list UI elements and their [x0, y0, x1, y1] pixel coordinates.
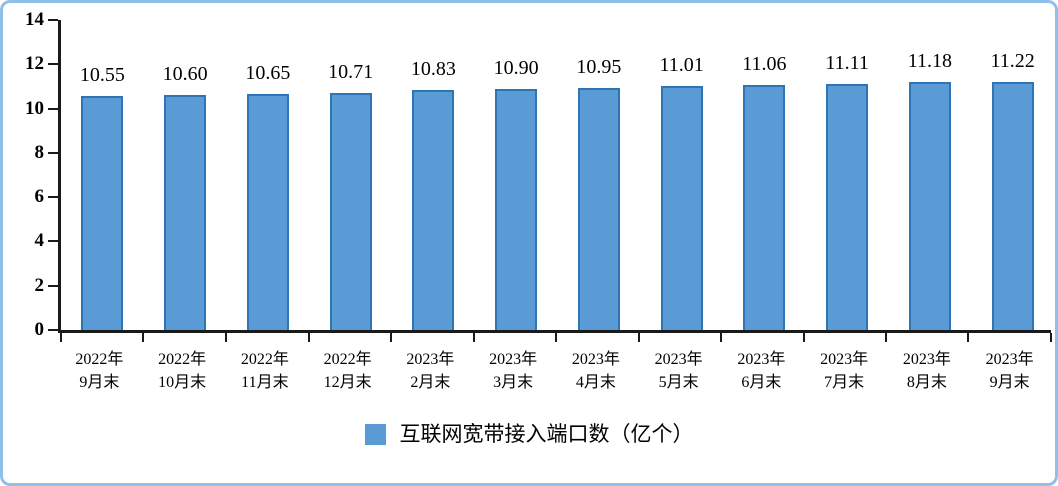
y-axis-tick-label: 6 [34, 186, 45, 208]
x-axis-tick [637, 333, 640, 342]
y-axis-tick-label: 12 [25, 53, 44, 75]
bar [81, 96, 124, 330]
y-axis-tick-label: 10 [25, 97, 44, 119]
bar [164, 95, 207, 330]
bar-value-label: 11.01 [659, 54, 704, 77]
bar [246, 94, 289, 330]
x-category-label: 2022年 9月末 [75, 351, 124, 391]
y-axis-tick [48, 107, 58, 110]
bar-value-label: 11.18 [907, 50, 952, 73]
x-category-label: 2022年 12月末 [323, 351, 372, 391]
x-category-label: 2022年 10月末 [158, 351, 207, 391]
x-axis-tick [555, 333, 557, 342]
x-axis-tick [307, 333, 310, 342]
bar-value-label: 11.22 [990, 49, 1035, 72]
x-axis-tick [224, 333, 227, 342]
x-axis-labels: 2022年 9月末 2022年 10月末 2022年 11月末 2022年 12月末 2023年… [58, 348, 1051, 394]
bar [577, 87, 620, 330]
x-category-label: 2023年 8月末 [902, 351, 951, 391]
bar-value-label: 10.60 [162, 63, 208, 86]
bar [826, 84, 869, 330]
y-axis-tick-label: 4 [34, 230, 45, 252]
legend-label: 互联网宽带接入端口数（亿个） [399, 422, 694, 446]
y-axis-tick-label: 8 [34, 141, 45, 163]
bar-value-label: 10.83 [410, 58, 456, 81]
bar [743, 85, 786, 330]
x-axis-tick [389, 333, 392, 342]
bar-value-label: 10.55 [79, 64, 125, 87]
x-category-label: 2023年 5月末 [654, 351, 703, 391]
bar-value-label: 10.65 [245, 62, 291, 85]
bar-value-label: 10.71 [328, 60, 374, 83]
x-axis-tick [967, 333, 970, 342]
x-category-label: 2023年 9月末 [985, 351, 1034, 391]
bar-value-label: 10.90 [493, 56, 539, 79]
x-axis-tick [802, 333, 805, 342]
x-axis-tick [142, 333, 145, 342]
bar-value-label: 10.95 [576, 55, 622, 78]
x-axis-tick [472, 333, 475, 342]
y-axis-tick-label: 0 [34, 319, 45, 340]
bar-value-label: 11.11 [825, 52, 869, 74]
y-axis-tick [48, 284, 58, 287]
bar-value-label: 11.06 [742, 53, 787, 76]
y-axis-tick [48, 19, 58, 21]
x-axis-tick [719, 333, 722, 342]
bar [991, 81, 1034, 330]
y-axis-tick-label: 2 [34, 274, 45, 296]
bar [329, 92, 372, 330]
bar [660, 86, 703, 330]
plot-area: 0 2 4 6 8 10 12 14 10.55 10.60 10.65 10.71 10.83 10.9… [25, 10, 1052, 342]
y-axis-tick [48, 240, 58, 243]
bar [908, 82, 951, 330]
x-axis-tick [1050, 333, 1052, 342]
x-category-label: 2022年 11月末 [240, 351, 289, 391]
x-category-label: 2023年 4月末 [571, 351, 620, 391]
x-category-label: 2023年 6月末 [737, 351, 786, 391]
y-axis-tick [48, 151, 58, 154]
y-axis-tick-label: 14 [25, 9, 44, 30]
bar [412, 90, 455, 330]
x-category-label: 2023年 2月末 [406, 351, 455, 391]
x-category-label: 2023年 7月末 [820, 351, 869, 391]
y-axis-tick [48, 63, 58, 66]
x-axis-tick [60, 333, 62, 342]
x-category-label: 2023年 3月末 [489, 351, 538, 391]
y-axis-tick [48, 329, 58, 331]
legend: 互联网宽带接入端口数（亿个） [3, 422, 1055, 446]
y-axis-tick [48, 196, 58, 199]
legend-swatch [364, 423, 386, 445]
x-axis-tick [885, 333, 887, 342]
bar [495, 88, 538, 330]
